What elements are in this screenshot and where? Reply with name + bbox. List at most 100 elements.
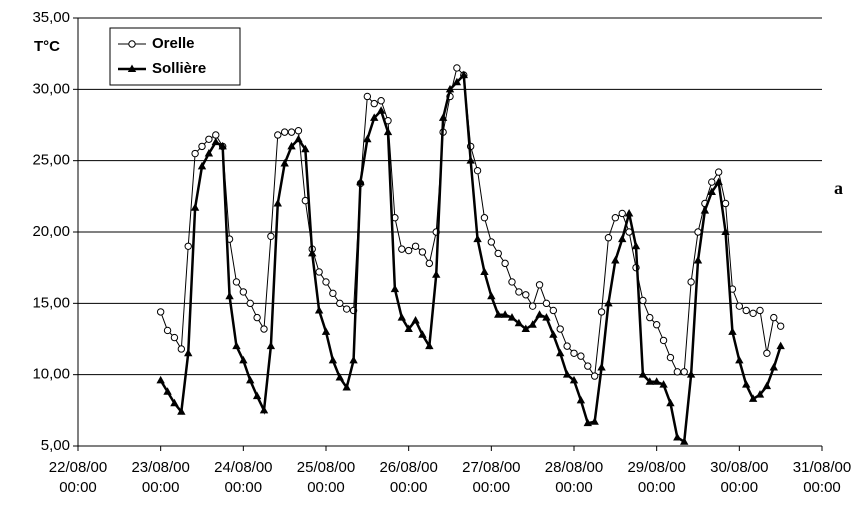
data-point [267, 232, 275, 240]
data-point [514, 318, 524, 327]
data-point [370, 99, 378, 108]
data-point [659, 336, 668, 345]
series-line [159, 72, 782, 444]
data-point [521, 324, 530, 333]
data-point [232, 341, 241, 350]
data-point [397, 313, 406, 321]
data-point [522, 291, 530, 299]
data-point [680, 368, 688, 376]
data-point [273, 198, 282, 207]
data-point [432, 270, 441, 278]
data-point [693, 256, 703, 264]
data-point [562, 370, 572, 378]
data-point [239, 288, 248, 296]
data-point [631, 241, 641, 250]
legend-marker [128, 40, 136, 48]
data-point [239, 355, 248, 364]
data-point [163, 387, 172, 395]
x-tick-label: 31/08/00 [793, 459, 851, 476]
data-point [356, 177, 365, 186]
data-point [686, 370, 696, 378]
data-point [515, 288, 523, 296]
data-point [280, 159, 289, 167]
data-point [735, 302, 744, 310]
data-point [184, 348, 193, 357]
data-point [597, 308, 606, 316]
x-tick-label: 22/08/00 [49, 459, 107, 476]
data-point [742, 306, 750, 315]
y-tick-label: 15,00 [32, 294, 70, 311]
x-tick-label: 00:00 [142, 479, 180, 496]
data-point [542, 313, 551, 321]
data-point [480, 267, 489, 275]
data-point [584, 362, 592, 370]
data-point [274, 131, 282, 139]
data-point [494, 249, 502, 258]
data-point [480, 214, 489, 222]
data-point [404, 324, 413, 333]
data-point [459, 70, 468, 79]
y-tick-label: 10,00 [32, 366, 70, 383]
data-point [556, 325, 564, 333]
y-tick-label: 5,00 [41, 437, 70, 454]
data-point [280, 128, 289, 136]
data-point [769, 363, 778, 371]
data-point [335, 373, 344, 381]
data-point [569, 375, 579, 384]
data-point [156, 308, 165, 316]
data-point [260, 325, 268, 333]
data-point [749, 309, 757, 318]
data-point [776, 341, 785, 350]
data-point [377, 97, 385, 105]
data-point [708, 178, 716, 186]
data-point [452, 77, 462, 86]
data-point [342, 305, 351, 313]
x-tick-label: 00:00 [638, 479, 676, 496]
data-point [349, 355, 358, 364]
x-tick-label: 00:00 [390, 479, 428, 496]
data-point [639, 296, 647, 305]
data-point [370, 113, 379, 121]
data-point [652, 377, 661, 385]
y-tick-label: 35,00 [32, 9, 70, 26]
data-point [590, 372, 599, 380]
data-point [466, 156, 475, 164]
data-point [376, 106, 386, 114]
data-point [611, 256, 620, 264]
data-point [756, 306, 764, 315]
x-tick-label: 00:00 [721, 479, 759, 496]
x-tick-label: 23/08/00 [131, 459, 189, 476]
data-point [328, 355, 338, 364]
data-point [211, 137, 220, 146]
x-tick-label: 29/08/00 [627, 459, 685, 476]
data-point [198, 142, 206, 151]
data-point [487, 238, 496, 246]
data-point [336, 299, 344, 308]
data-point [321, 327, 331, 335]
data-point [418, 248, 427, 256]
data-point [425, 259, 434, 268]
x-tick-label: 24/08/00 [214, 459, 272, 476]
data-point [259, 405, 269, 414]
data-point [755, 390, 765, 398]
data-point [556, 348, 565, 357]
data-point [528, 302, 537, 310]
data-point [246, 299, 254, 308]
data-point [500, 310, 510, 318]
x-tick-label: 00:00 [555, 479, 593, 496]
data-point [646, 313, 654, 322]
data-point [156, 375, 165, 384]
data-point [577, 352, 585, 360]
legend-label: Orelle [152, 35, 195, 52]
data-point [776, 322, 785, 330]
data-point [590, 417, 599, 425]
data-point [252, 391, 262, 400]
data-point [604, 234, 613, 242]
data-point [535, 310, 544, 318]
data-point [508, 278, 516, 286]
data-point [645, 377, 654, 385]
y-tick-label: 20,00 [32, 223, 70, 240]
data-point [673, 368, 682, 376]
data-point [707, 187, 716, 196]
